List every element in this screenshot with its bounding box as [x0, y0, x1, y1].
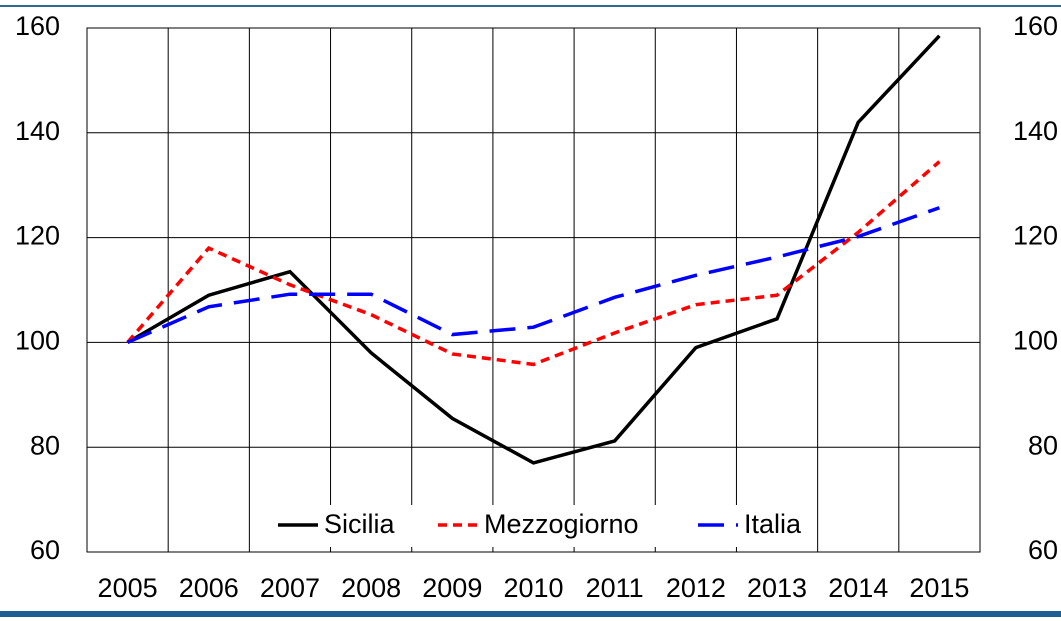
x-tick-label: 2015 [909, 573, 969, 603]
y2-tick-label: 120 [1013, 221, 1058, 251]
x-tick-label: 2014 [828, 573, 888, 603]
legend-box [272, 505, 817, 547]
y-tick-label: 60 [30, 535, 60, 565]
y-tick-label: 80 [30, 430, 60, 460]
legend-label: Mezzogiorno [484, 509, 639, 539]
x-tick-label: 2008 [341, 573, 401, 603]
x-tick-label: 2010 [503, 573, 563, 603]
y-tick-label: 140 [15, 116, 60, 146]
series-line [126, 160, 941, 367]
y2-tick-label: 80 [1028, 430, 1058, 460]
y2-tick-label: 160 [1013, 11, 1058, 41]
series-line [126, 206, 940, 345]
x-tick-label: 2012 [666, 573, 726, 603]
y-tick-label: 160 [15, 11, 60, 41]
x-tick-label: 2007 [260, 573, 320, 603]
x-tick-label: 2006 [179, 573, 239, 603]
legend-label: Italia [744, 509, 802, 539]
y2-tick-label: 140 [1013, 116, 1058, 146]
x-tick-label: 2011 [586, 573, 644, 603]
series-line [126, 34, 941, 465]
x-tick-label: 2005 [98, 573, 158, 603]
y2-tick-label: 60 [1028, 535, 1058, 565]
legend-label: Sicilia [324, 509, 396, 539]
plot-frame [86, 27, 981, 553]
y2-tick-label: 100 [1013, 326, 1058, 356]
y-tick-label: 100 [15, 326, 60, 356]
x-tick-label: 2009 [422, 573, 482, 603]
x-tick-label: 2013 [747, 573, 807, 603]
y-tick-label: 120 [15, 221, 60, 251]
